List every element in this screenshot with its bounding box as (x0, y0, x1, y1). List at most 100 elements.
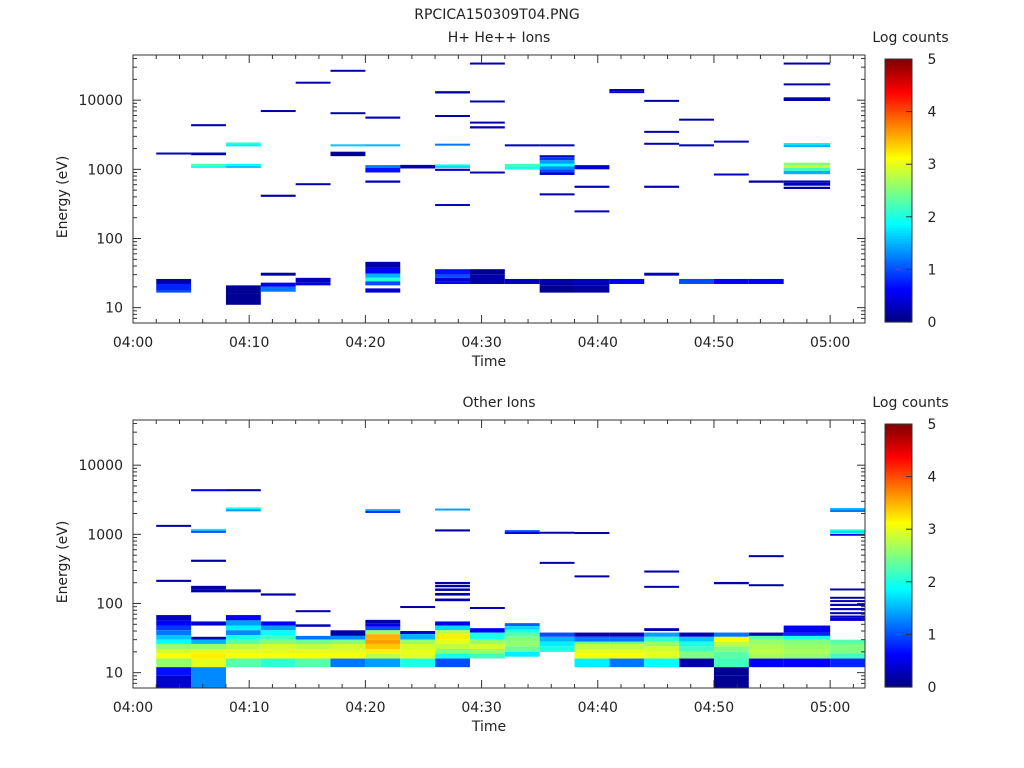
x-axis: 04:00 04:10 04:20 04:30 04:40 04:50 05:00 Time (113, 55, 854, 370)
colorbar-swatch (885, 681, 912, 685)
colorbar-swatch (885, 101, 912, 105)
heatmap-cell (156, 643, 192, 649)
colorbar-swatch (885, 172, 912, 176)
colorbar-swatch (885, 655, 912, 659)
colorbar-swatch (885, 542, 912, 546)
panel-title: Other Ions (462, 395, 535, 411)
heatmap-cell (469, 126, 505, 129)
heatmap-cell (539, 646, 575, 652)
heatmap-cell (225, 639, 261, 644)
heatmap-cell (365, 144, 401, 147)
heatmap-cell (156, 630, 192, 636)
heatmap-cell (783, 162, 831, 166)
heatmap-cell (504, 646, 540, 652)
colorbar-swatch (885, 602, 912, 607)
colorbar-swatch (885, 232, 912, 236)
heatmap-cell (260, 282, 296, 287)
heatmap-cell (748, 639, 784, 644)
colorbar-swatch (885, 145, 912, 150)
colorbar-swatch (885, 608, 912, 612)
heatmap-cell (295, 643, 331, 649)
colorbar-swatch (885, 647, 912, 651)
heatmap-cell (748, 653, 784, 659)
heatmap-cell (435, 621, 470, 626)
heatmap-cell (435, 592, 470, 596)
heatmap-cell (713, 632, 749, 637)
heatmap-cell (191, 667, 226, 688)
colorbar-swatch (885, 274, 912, 278)
heatmap-cell (435, 529, 470, 532)
colorbar-swatch (885, 445, 912, 449)
heatmap-cell (260, 643, 296, 649)
colorbar-swatch (885, 287, 912, 292)
x-axis-label: Time (471, 354, 506, 370)
heatmap-cell (469, 607, 505, 609)
colorbar-swatch (885, 508, 912, 512)
y-tick-label: 10 (105, 666, 123, 682)
heatmap-cell (156, 675, 192, 688)
heatmap-cell (156, 579, 192, 582)
heatmap-cell (260, 648, 296, 654)
heatmap-cell (330, 112, 366, 115)
colorbar-swatch (885, 658, 912, 662)
colorbar-swatch (885, 256, 912, 260)
colorbar-swatch (885, 106, 912, 110)
heatmap-cell (156, 639, 192, 644)
colorbar-swatch (885, 523, 912, 528)
colorbar-swatch (885, 190, 912, 194)
heatmap-cell (679, 658, 714, 668)
heatmap-cell (365, 623, 401, 627)
heatmap-cell (365, 267, 401, 274)
colorbar-swatch (885, 179, 912, 184)
heatmap-cell (156, 625, 192, 631)
colorbar-swatch (885, 279, 912, 284)
heatmap-cell (365, 634, 401, 640)
x-axis: 04:00 04:10 04:20 04:30 04:40 04:50 05:00 Time (113, 420, 854, 735)
heatmap-cell (713, 667, 749, 676)
colorbar-swatch (885, 544, 912, 549)
colorbar-swatch (885, 481, 912, 486)
heatmap-cell (679, 278, 714, 284)
heatmap-cell (469, 628, 505, 633)
colorbar-swatch (885, 623, 912, 628)
colorbar-swatch (885, 573, 912, 578)
heatmap-cell (225, 635, 261, 640)
heatmap-cell (260, 286, 296, 292)
colorbar-swatch (885, 629, 912, 633)
heatmap-cell (365, 288, 401, 293)
heatmap-cell (435, 630, 470, 635)
heatmap-cell (365, 277, 401, 282)
heatmap-cell (295, 648, 331, 654)
heatmap-cell (830, 533, 865, 536)
colorbar-swatch (885, 119, 912, 123)
colorbar-swatch (885, 581, 912, 586)
colorbar-swatch (885, 127, 912, 131)
heatmap-cell (830, 615, 865, 618)
y-axis: 10 100 1000 10000 Energy (eV) (55, 58, 865, 324)
colorbar-swatch (885, 243, 912, 247)
colorbar-swatch (885, 463, 912, 467)
heatmap-cell (830, 600, 865, 603)
heatmap-cell (539, 155, 575, 158)
heatmap-cell (156, 283, 192, 290)
colorbar-tick-label: 0 (928, 680, 937, 696)
colorbar-swatch (885, 521, 912, 525)
heatmap-cell (225, 620, 261, 626)
colorbar-swatch (885, 571, 912, 575)
colorbar-swatch (885, 568, 912, 572)
colorbar-swatch (885, 587, 912, 591)
heatmap-cell (435, 588, 470, 591)
colorbar-swatch (885, 547, 912, 551)
heatmap-cell (469, 62, 505, 65)
heatmap-cell (435, 653, 470, 659)
colorbar-swatch (885, 650, 912, 654)
heatmap-cell (400, 639, 436, 644)
heatmap-cell (504, 623, 540, 627)
colorbar-swatch (885, 639, 912, 643)
heatmap-cell (225, 507, 261, 510)
colorbar-swatch (885, 264, 912, 268)
colorbar-swatch (885, 492, 912, 496)
heatmap-cell (469, 171, 505, 174)
heatmap-cell (400, 166, 436, 169)
colorbar-swatch (885, 227, 912, 231)
